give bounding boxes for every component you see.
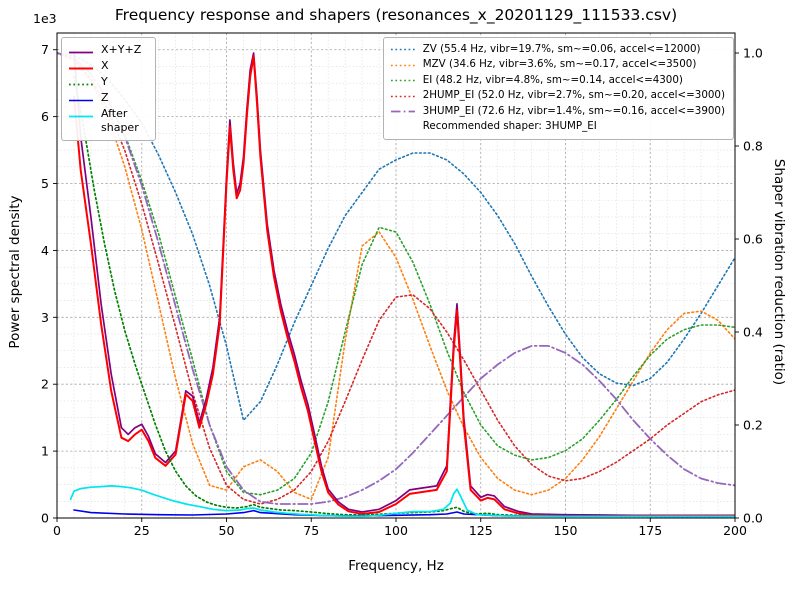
y-axis-label-right: Shaper vibration reduction (ratio)	[771, 158, 787, 386]
psd-legend: X+Y+Z X Y Z After shaper	[61, 37, 156, 141]
minor-grid	[57, 33, 735, 518]
svg-text:1.0: 1.0	[743, 45, 763, 60]
svg-text:125: 125	[469, 523, 493, 538]
legend-swatch-After-shaper	[69, 115, 93, 118]
legend-entry: 2HUMP_EI (52.0 Hz, vibr=2.7%, sm~=0.20, …	[390, 88, 725, 103]
svg-text:7: 7	[41, 42, 49, 57]
svg-text:175: 175	[638, 523, 662, 538]
legend-swatch-2HUMP_EI	[390, 95, 415, 97]
legend-label: After shaper	[101, 107, 139, 134]
svg-text:4: 4	[41, 243, 49, 258]
shaper-legend: ZV (55.4 Hz, vibr=19.7%, sm~=0.06, accel…	[382, 37, 734, 140]
svg-text:3: 3	[41, 310, 49, 325]
svg-text:0: 0	[53, 523, 61, 538]
legend-label: 3HUMP_EI (72.6 Hz, vibr=1.4%, sm~=0.16, …	[422, 104, 725, 117]
shaper-curve-MZV	[57, 52, 735, 501]
legend-label: 2HUMP_EI (52.0 Hz, vibr=2.7%, sm~=0.20, …	[422, 89, 725, 102]
legend-entry: EI (48.2 Hz, vibr=4.8%, sm~=0.14, accel<…	[390, 73, 725, 88]
legend-label: EI (48.2 Hz, vibr=4.8%, sm~=0.14, accel<…	[422, 73, 683, 86]
shaper-curve-EI	[57, 52, 735, 496]
svg-text:2: 2	[41, 377, 49, 392]
svg-text:5: 5	[41, 176, 49, 191]
svg-text:100: 100	[384, 523, 408, 538]
chart-title: Frequency response and shapers (resonanc…	[114, 6, 678, 24]
legend-label: Z	[101, 91, 109, 104]
psd-curve-Y	[73, 75, 735, 518]
psd-curve-X+Y+Z	[73, 52, 735, 517]
legend-label: Y	[101, 75, 108, 88]
svg-text:200: 200	[723, 523, 747, 538]
legend-entry: 3HUMP_EI (72.6 Hz, vibr=1.4%, sm~=0.16, …	[390, 104, 725, 119]
svg-text:150: 150	[554, 523, 578, 538]
svg-text:0.0: 0.0	[743, 511, 763, 526]
legend-entry: ZV (55.4 Hz, vibr=19.7%, sm~=0.06, accel…	[390, 42, 725, 57]
shaper-curve-2HUMP_EI	[57, 52, 735, 505]
psd-curve-After-shaper	[69, 485, 735, 518]
legend-label: X+Y+Z	[101, 43, 142, 56]
legend-swatch-ZV	[390, 48, 415, 51]
y-axis-label-left: Power spectral density	[7, 195, 23, 349]
svg-text:25: 25	[134, 523, 150, 538]
legend-swatch-Y	[69, 83, 93, 86]
svg-text:0.2: 0.2	[743, 417, 763, 432]
psd-curve-X	[73, 55, 735, 517]
legend-swatch-EI	[390, 79, 415, 82]
series-layer	[57, 52, 735, 518]
legend-entry: X+Y+Z	[68, 42, 147, 58]
legend-entry: Y	[68, 74, 147, 90]
legend-label: X	[101, 59, 109, 72]
y-axis-offset-text: 1e3	[33, 11, 57, 26]
shaper-curve-ZV	[57, 52, 735, 422]
svg-text:75: 75	[303, 523, 319, 538]
svg-text:0: 0	[41, 511, 49, 526]
legend-swatch-MZV	[390, 64, 415, 66]
legend-entry: After shaper	[68, 106, 147, 136]
legend-entry: MZV (34.6 Hz, vibr=3.6%, sm~=0.17, accel…	[390, 57, 725, 72]
svg-text:0.8: 0.8	[743, 138, 763, 153]
shaper-curve-3HUMP_EI	[57, 52, 735, 505]
legend-entry: X	[68, 58, 147, 74]
legend-swatch-X+Y+Z	[69, 51, 93, 54]
tick-labels: 0 25 50 75 100 125 150 175 200 0 1 2 3 4 5 6 7 0.0 0.2 0.4 0…	[41, 42, 763, 538]
legend-swatch-Z	[69, 99, 93, 102]
legend-swatch-3HUMP_EI	[390, 110, 415, 113]
svg-text:6: 6	[41, 109, 49, 124]
legend-label: Recommended shaper: 3HUMP_EI	[422, 120, 597, 133]
legend-entry: Recommended shaper: 3HUMP_EI	[390, 119, 725, 134]
legend-swatch-X	[69, 67, 93, 70]
legend-label: MZV (34.6 Hz, vibr=3.6%, sm~=0.17, accel…	[422, 58, 697, 71]
svg-text:0.6: 0.6	[743, 231, 763, 246]
legend-entry: Z	[68, 90, 147, 106]
x-axis-label: Frequency, Hz	[348, 558, 444, 574]
legend-label: ZV (55.4 Hz, vibr=19.7%, sm~=0.06, accel…	[422, 43, 701, 55]
svg-text:50: 50	[219, 523, 235, 538]
svg-text:1: 1	[41, 444, 49, 459]
svg-text:0.4: 0.4	[743, 324, 763, 339]
